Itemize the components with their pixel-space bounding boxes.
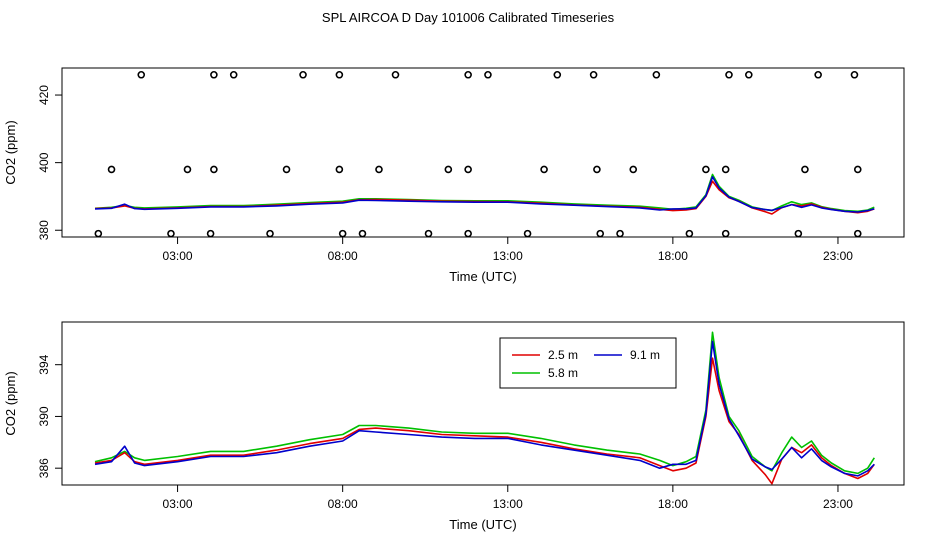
- reference-point-marker: [107, 165, 116, 174]
- bottom-y-tick-label: 386: [37, 458, 51, 478]
- bottom-x-tick-label: 23:00: [823, 497, 853, 511]
- bottom-x-tick-label: 03:00: [163, 497, 193, 511]
- reference-point-marker: [335, 70, 344, 79]
- bottom-series-line-2-5-m: [94, 357, 875, 485]
- reference-point-marker: [335, 165, 344, 174]
- reference-point-marker: [464, 165, 472, 174]
- reference-point-marker: [794, 229, 803, 238]
- bottom-x-tick-label: 13:00: [493, 497, 523, 511]
- reference-point-marker: [853, 229, 862, 238]
- top-y-axis-label: CO2 (ppm): [3, 120, 18, 184]
- reference-point-marker: [210, 70, 218, 79]
- reference-point-marker: [183, 165, 192, 174]
- reference-point-marker: [464, 229, 472, 238]
- top-x-axis-label: Time (UTC): [449, 269, 516, 284]
- reference-point-marker: [801, 165, 809, 174]
- reference-point-marker: [266, 229, 274, 238]
- reference-point-marker: [299, 70, 307, 79]
- reference-point-marker: [685, 229, 694, 238]
- reference-point-marker: [596, 229, 605, 238]
- reference-point-marker: [137, 70, 146, 79]
- reference-point-marker: [593, 165, 601, 174]
- reference-point-marker: [464, 70, 472, 79]
- reference-point-marker: [702, 165, 710, 174]
- reference-point-marker: [391, 70, 400, 79]
- reference-point-marker: [745, 70, 753, 79]
- reference-point-marker: [210, 165, 218, 174]
- top-series-line-9-1-m: [94, 176, 875, 213]
- bottom-plot-frame: [61, 321, 905, 486]
- reference-point-marker: [424, 229, 433, 238]
- reference-point-marker: [589, 70, 598, 79]
- legend-entry-label: 9.1 m: [630, 348, 660, 362]
- reference-point-marker: [721, 165, 730, 174]
- reference-point-marker: [444, 165, 453, 174]
- bottom-y-tick-label: 394: [37, 354, 51, 374]
- reference-point-marker: [206, 229, 215, 238]
- bottom-y-axis-label: CO2 (ppm): [3, 371, 18, 435]
- top-y-tick-label: 380: [37, 220, 51, 240]
- reference-point-marker: [629, 165, 638, 174]
- bottom-series-line-9-1-m: [94, 340, 875, 477]
- top-y-tick-label: 420: [37, 85, 51, 105]
- bottom-x-tick-label: 18:00: [658, 497, 688, 511]
- bottom-y-tick-label: 390: [37, 406, 51, 426]
- bottom-panel: 03:00 08:00 13:00 18:00 23:00 386 390 394 Time (…: [3, 321, 905, 532]
- reference-point-marker: [616, 229, 624, 238]
- legend-box: [499, 337, 677, 389]
- reference-point-marker: [725, 70, 733, 79]
- reference-point-marker: [167, 229, 175, 238]
- reference-point-marker: [853, 165, 862, 174]
- legend: 2.5 m 9.1 m 5.8 m: [499, 337, 677, 389]
- top-y-tick-label: 400: [37, 152, 51, 172]
- reference-point-marker: [358, 229, 367, 238]
- figure-title: SPL AIRCOA D Day 101006 Calibrated Times…: [322, 10, 615, 25]
- bottom-x-axis-label: Time (UTC): [449, 517, 516, 532]
- legend-entry-label: 5.8 m: [548, 366, 578, 380]
- reference-point-marker: [721, 229, 730, 238]
- top-x-tick-label: 18:00: [658, 249, 688, 263]
- top-series-line-5-8-m: [94, 173, 875, 213]
- bottom-x-tick-label: 08:00: [328, 497, 358, 511]
- reference-point-marker: [553, 70, 562, 79]
- bottom-series-line-5-8-m: [94, 331, 875, 475]
- reference-point-marker: [540, 165, 548, 174]
- top-x-tick-label: 03:00: [163, 249, 193, 263]
- top-plot-frame: [61, 67, 905, 238]
- top-panel: 03:00 08:00 13:00 18:00 23:00 380 400 420 Time (…: [3, 67, 905, 284]
- top-x-tick-label: 13:00: [493, 249, 523, 263]
- top-x-tick-label: 08:00: [328, 249, 358, 263]
- reference-point-marker: [814, 70, 822, 79]
- reference-point-marker: [282, 165, 291, 174]
- reference-point-marker: [229, 70, 238, 79]
- reference-point-marker: [94, 229, 103, 238]
- reference-point-marker: [850, 70, 859, 79]
- top-x-tick-label: 23:00: [823, 249, 853, 263]
- reference-point-marker: [375, 165, 383, 174]
- reference-point-marker: [338, 229, 347, 238]
- reference-point-marker: [523, 229, 532, 238]
- reference-point-marker: [652, 70, 661, 79]
- reference-point-marker: [484, 70, 492, 79]
- legend-entry-label: 2.5 m: [548, 348, 578, 362]
